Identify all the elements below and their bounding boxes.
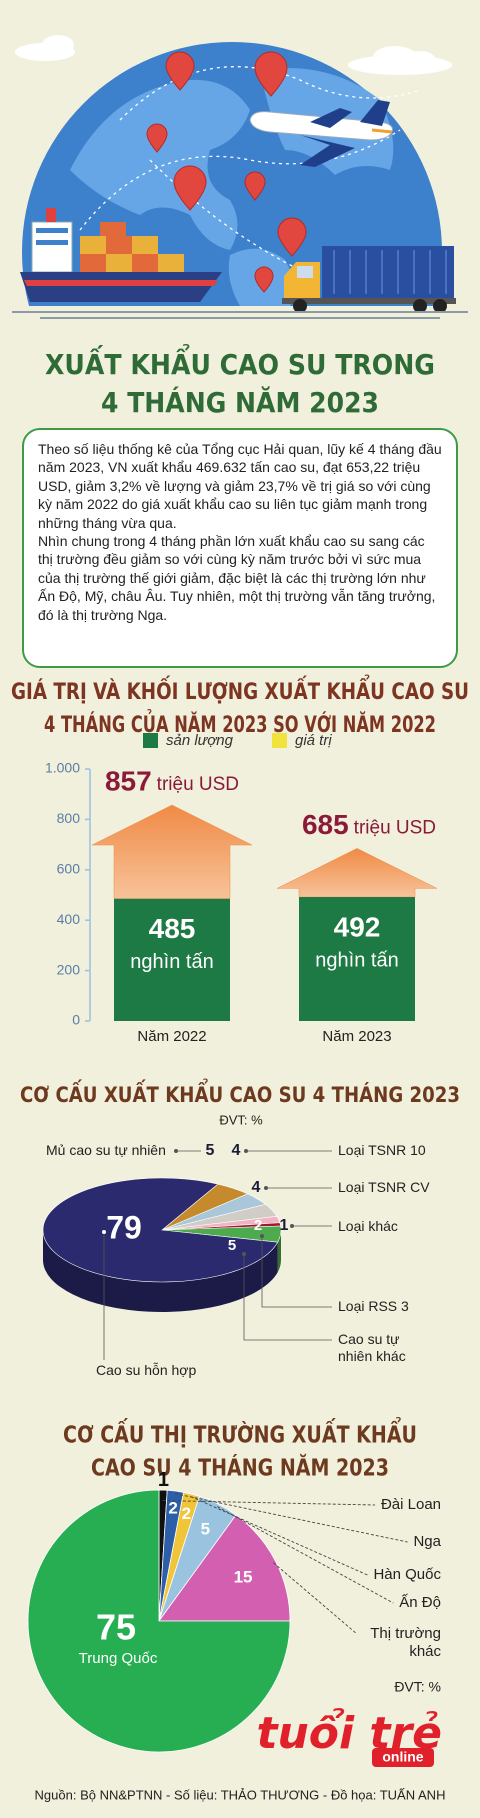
slice-category-label: Trung Quốc — [79, 1650, 158, 1667]
unit-label: ĐVT: % — [219, 1112, 263, 1127]
leader-line — [174, 1493, 408, 1543]
source: Nguồn: Bộ NN&PTNN - Số liệu: THẢO THƯƠNG… — [35, 1787, 446, 1802]
bar — [114, 898, 230, 1021]
bar — [299, 897, 415, 1021]
slice-value-label: 1 — [158, 1469, 169, 1491]
chart-title: CƠ CẤU THỊ TRƯỜNG XUẤT KHẨU — [63, 1418, 417, 1449]
x-tick-label: Năm 2023 — [322, 1028, 391, 1045]
ground — [12, 311, 468, 319]
chart-title: CƠ CẤU XUẤT KHẨU CAO SU 4 THÁNG 2023 — [20, 1079, 460, 1107]
y-tick-label: 200 — [57, 961, 81, 977]
chart-title: CAO SU 4 THÁNG NĂM 2023 — [91, 1454, 389, 1482]
leader-line — [273, 1562, 358, 1635]
arrow-value-label: 857 — [105, 765, 152, 796]
leader-line — [217, 1506, 394, 1604]
intro-box: Theo số liệu thống kê của Tổng cục Hải q… — [22, 428, 458, 668]
chart-title: 4 THÁNG CỦA NĂM 2023 SO VỚI NĂM 2022 — [44, 710, 436, 738]
leader-line — [162, 1500, 375, 1506]
slice-category-label: Cao su tự nhiên khác — [338, 1331, 406, 1364]
leader-line — [190, 1496, 368, 1576]
y-tick-label: 400 — [57, 911, 81, 927]
slice-category-label: Hàn Quốc — [373, 1566, 441, 1583]
slice-value-label: 5 — [206, 1142, 215, 1159]
slice-category-label: Ấn Độ — [399, 1594, 441, 1611]
bar-value-label: 492 — [334, 911, 381, 942]
y-tick-label: 800 — [57, 810, 81, 826]
slice-value-label: 4 — [252, 1179, 261, 1196]
slice-category-label: Cao su hỗn hợp — [96, 1362, 197, 1378]
slice-category-label: Loại khác — [338, 1218, 398, 1234]
main-title: 4 THÁNG NĂM 2023 — [101, 385, 379, 419]
slice-category-label: Đài Loan — [380, 1496, 441, 1513]
pie-side — [43, 1230, 278, 1312]
leader-dot — [244, 1149, 248, 1153]
legend-swatch — [272, 733, 287, 748]
slice-category-label: Loại TSNR CV — [338, 1179, 430, 1195]
x-tick-label: Năm 2022 — [137, 1028, 206, 1045]
slice-category-label: Loại RSS 3 — [338, 1298, 409, 1314]
pie-slice — [27, 1489, 291, 1753]
slice-value-label: 2 — [182, 1504, 191, 1523]
arrow-unit-label: triệu USD — [157, 774, 239, 795]
clouds — [15, 35, 452, 75]
logo-sub: online — [382, 1749, 423, 1765]
pie-slice — [42, 1177, 279, 1283]
intro-paragraph: Theo số liệu thống kê của Tổng cục Hải q… — [38, 441, 442, 531]
leader-dot — [264, 1186, 268, 1190]
y-tick-label: 0 — [72, 1012, 80, 1028]
bar-unit-label: nghìn tấn — [315, 949, 398, 971]
slice-value-label: 5 — [201, 1519, 210, 1538]
bar-value-label: 485 — [149, 913, 196, 944]
airplane — [249, 100, 393, 167]
slice-value-label: 2 — [168, 1499, 177, 1518]
slice-value-label: 75 — [96, 1607, 136, 1648]
value-arrow — [91, 804, 253, 900]
logo-badge — [372, 1748, 434, 1767]
leader-line — [243, 1254, 332, 1341]
slice-value-label: 4 — [232, 1142, 241, 1159]
unit-label: ĐVT: % — [394, 1679, 441, 1695]
slice-category-label: Nga — [413, 1533, 441, 1550]
ship — [20, 208, 222, 302]
leader-dot — [242, 1252, 246, 1256]
leader-dot — [174, 1149, 178, 1153]
leader-dot — [290, 1224, 294, 1228]
value-arrow — [276, 848, 438, 898]
legend-label: giá trị — [295, 732, 332, 749]
slice-value-label: 79 — [106, 1209, 142, 1245]
truck — [282, 246, 456, 313]
chart-title: GIÁ TRỊ VÀ KHỐI LƯỢNG XUẤT KHẨU CAO SU — [11, 676, 469, 705]
leader-line — [261, 1236, 332, 1308]
leader-dot — [102, 1230, 106, 1234]
map-pins — [146, 51, 307, 293]
intro-paragraph: Nhìn chung trong 4 tháng phần lớn xuất k… — [38, 533, 436, 623]
globe — [22, 42, 442, 306]
leader-dot — [260, 1234, 264, 1238]
legend-label: sản lượng — [166, 732, 234, 749]
pie-side — [277, 1230, 281, 1273]
header-illustration — [12, 35, 468, 319]
slice-value-label: 2 — [254, 1217, 262, 1234]
y-tick-label: 600 — [57, 861, 81, 877]
slice-category-label: Thị trường khác — [370, 1625, 441, 1660]
slice-value-label: 1 — [280, 1217, 289, 1234]
slice-category-label: Mủ cao su tự nhiên — [46, 1142, 166, 1158]
legend-swatch — [143, 733, 158, 748]
slice-category-label: Loại TSNR 10 — [338, 1142, 426, 1158]
slice-value-label: 5 — [228, 1237, 236, 1254]
y-tick-label: 1.000 — [45, 760, 80, 776]
slice-value-label: 15 — [234, 1568, 253, 1587]
arrow-unit-label: triệu USD — [354, 817, 436, 838]
bar-unit-label: nghìn tấn — [130, 951, 213, 973]
arrow-value-label: 685 — [302, 809, 349, 840]
main-title: XUẤT KHẨU CAO SU TRONG — [45, 342, 435, 381]
